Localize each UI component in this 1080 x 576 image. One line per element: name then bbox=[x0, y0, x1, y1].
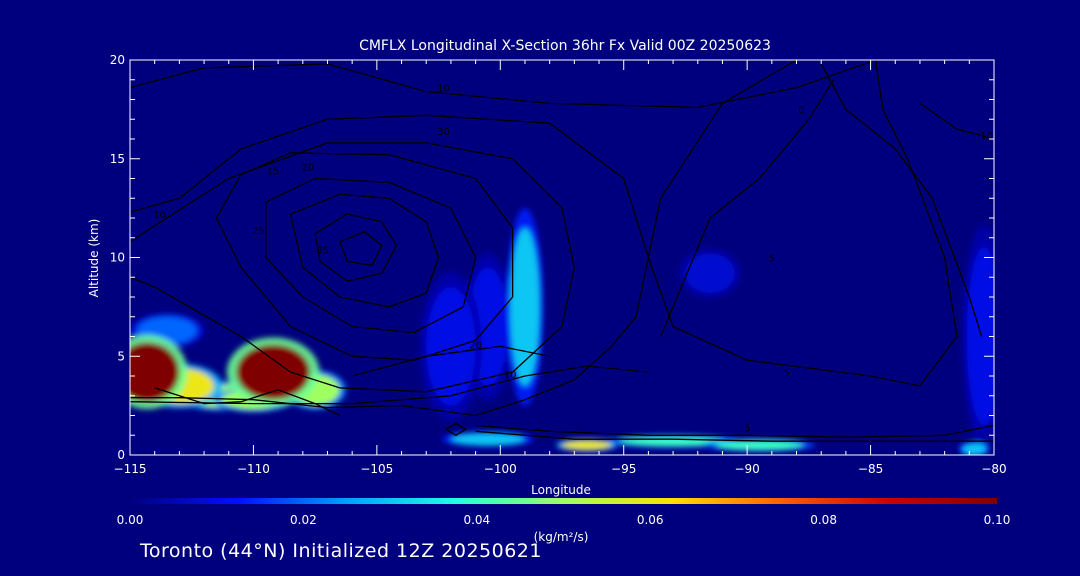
contour-line bbox=[215, 152, 514, 361]
y-axis: 0 5 10 15 20 bbox=[110, 53, 994, 462]
x-tick-label: −80 bbox=[981, 462, 1006, 476]
colorbar-tick-label: 0.10 bbox=[984, 513, 1011, 527]
contour-label: 35 bbox=[316, 246, 329, 257]
contour-label: 10 bbox=[504, 370, 517, 381]
colorbar-tick-label: 0.02 bbox=[290, 513, 317, 527]
colorbar-units: (kg/m²/s) bbox=[534, 530, 589, 544]
flux-core bbox=[966, 247, 994, 426]
x-tick-label: −100 bbox=[484, 462, 517, 476]
colorbar-tick-label: 0.06 bbox=[637, 513, 664, 527]
flux-core bbox=[236, 344, 311, 400]
x-tick-label: −90 bbox=[734, 462, 759, 476]
contour-line bbox=[130, 365, 649, 405]
flux-core bbox=[426, 287, 476, 406]
x-tick-label: −105 bbox=[360, 462, 393, 476]
contour-line bbox=[647, 60, 958, 387]
flux-core bbox=[685, 253, 735, 294]
colorbar-gradient bbox=[130, 498, 997, 504]
contour-line bbox=[289, 193, 440, 308]
contour-line bbox=[445, 422, 467, 436]
x-tick-label: −95 bbox=[611, 462, 636, 476]
y-tick-label: 20 bbox=[110, 53, 125, 67]
contour-label: 20 bbox=[301, 163, 314, 174]
contour-label: 25 bbox=[252, 226, 265, 237]
x-axis: −115 −110 −105 −100 −95 −90 −85 −80 bbox=[114, 60, 1007, 476]
colorbar: 0.00 0.02 0.04 0.06 0.08 0.10 (kg/m²/s) bbox=[117, 498, 1011, 544]
x-tick-label: −110 bbox=[237, 462, 270, 476]
contour-lines: 10 10 15 20 25 30 35 5 5 0 10 10 20 5 bbox=[130, 60, 994, 442]
flux-core bbox=[450, 433, 525, 446]
contour-line bbox=[130, 142, 575, 393]
contour-label: 30 bbox=[437, 127, 450, 138]
contour-label: 5 bbox=[744, 423, 750, 434]
flux-core bbox=[130, 342, 180, 402]
x-tick-label: −85 bbox=[858, 462, 883, 476]
contour-line bbox=[154, 387, 341, 417]
contour-line bbox=[314, 213, 398, 282]
contour-line bbox=[475, 424, 994, 438]
y-axis-label: Altitude (km) bbox=[87, 219, 101, 298]
colorbar-tick-label: 0.04 bbox=[463, 513, 490, 527]
contour-line bbox=[820, 63, 983, 337]
contour-label: 10 bbox=[153, 210, 166, 221]
flux-core bbox=[715, 440, 804, 451]
colorbar-tick-label: 0.00 bbox=[117, 513, 144, 527]
contour-line bbox=[660, 79, 835, 337]
chart-title: CMFLX Longitudinal X-Section 36hr Fx Val… bbox=[359, 38, 771, 54]
contour-label: 20 bbox=[469, 340, 482, 351]
contour-line bbox=[339, 231, 383, 267]
contour-label: 10 bbox=[437, 84, 450, 95]
contour-line bbox=[919, 102, 994, 140]
contour-label: 5 bbox=[783, 368, 789, 379]
x-axis-label: Longitude bbox=[531, 483, 591, 497]
flux-core bbox=[562, 440, 612, 451]
x-tick-label: −115 bbox=[114, 462, 147, 476]
flux-core bbox=[510, 227, 540, 386]
y-tick-label: 0 bbox=[117, 448, 125, 462]
flux-core bbox=[961, 443, 987, 455]
contour-line bbox=[130, 114, 650, 417]
contour-label: 5 bbox=[769, 253, 775, 264]
y-tick-label: 10 bbox=[110, 251, 125, 265]
contour-label: 15 bbox=[267, 167, 280, 178]
contour-line bbox=[130, 61, 871, 109]
contour-line bbox=[265, 177, 477, 334]
init-info: Toronto (44°N) Initialized 12Z 20250621 bbox=[140, 540, 542, 562]
contour-line bbox=[475, 430, 994, 442]
y-tick-label: 15 bbox=[110, 152, 125, 166]
colorbar-tick-label: 0.08 bbox=[810, 513, 837, 527]
y-tick-label: 5 bbox=[117, 349, 125, 363]
contour-line bbox=[352, 345, 550, 377]
contour-label: 0 bbox=[798, 105, 804, 116]
contour-label: 10 bbox=[980, 131, 993, 142]
